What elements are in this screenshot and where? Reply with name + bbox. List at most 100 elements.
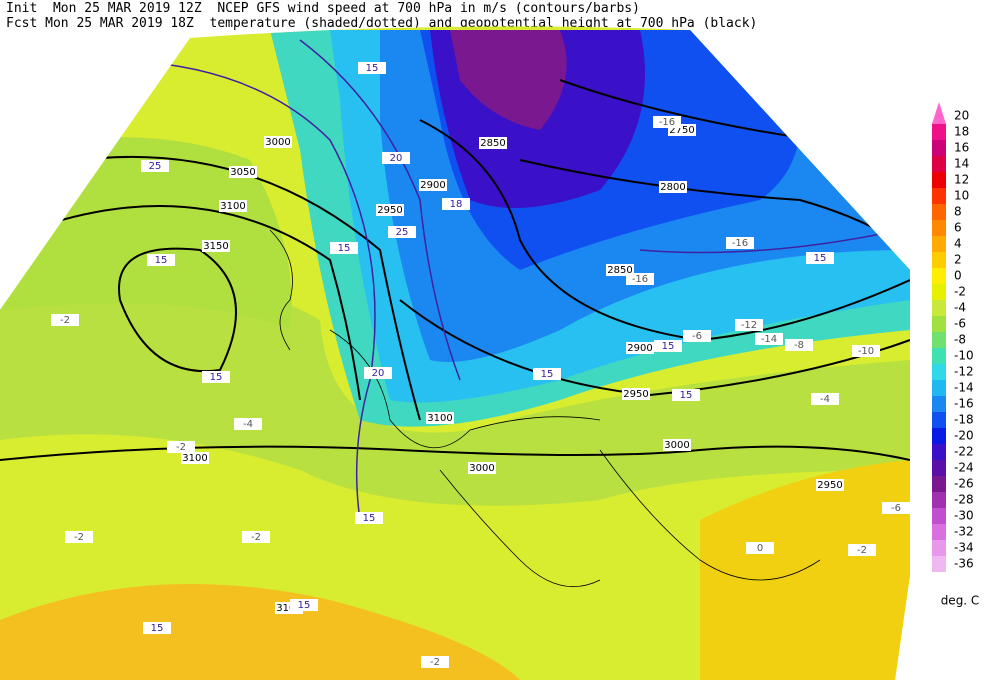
wind-label: 15 [541, 369, 554, 380]
colorbar-label: 6 [954, 221, 962, 235]
colorbar-swatch [932, 396, 946, 412]
temperature-label: -2 [430, 657, 440, 668]
colorbar-swatch [932, 300, 946, 316]
temperature-label: -2 [176, 442, 186, 453]
label-background [358, 62, 386, 74]
colorbar-label: -10 [954, 349, 974, 363]
height-label: 2850 [480, 138, 505, 149]
colorbar-label: 4 [954, 237, 962, 251]
label-background [388, 226, 416, 238]
label-background [726, 237, 754, 249]
label-background [659, 181, 687, 193]
label-background [442, 198, 470, 210]
label-background [626, 342, 654, 354]
colorbar-swatch [932, 508, 946, 524]
height-label: 2900 [627, 343, 652, 354]
colorbar-swatch [932, 284, 946, 300]
label-background [426, 412, 454, 424]
colorbar-swatch [932, 172, 946, 188]
height-label: 3000 [469, 463, 494, 474]
colorbar-swatch [932, 524, 946, 540]
colorbar-swatch [932, 268, 946, 284]
colorbar-label: 2 [954, 253, 962, 267]
label-background [143, 622, 171, 634]
label-background [242, 531, 270, 543]
height-label: 3000 [265, 137, 290, 148]
wind-label: 15 [680, 390, 693, 401]
colorbar-swatch [932, 332, 946, 348]
label-background [421, 656, 449, 668]
label-background [229, 166, 257, 178]
temperature-label: -6 [891, 503, 901, 514]
temperature-label: -4 [243, 419, 253, 430]
label-background [653, 116, 681, 128]
colorbar-swatch [932, 204, 946, 220]
colorbar-label: 16 [954, 141, 969, 155]
temperature-label: -6 [692, 331, 702, 342]
colorbar-swatch [932, 188, 946, 204]
label-background [376, 204, 404, 216]
colorbar-label: -16 [954, 397, 974, 411]
colorbar-swatch [932, 316, 946, 332]
colorbar-label: 10 [954, 189, 969, 203]
colorbar-swatch [932, 412, 946, 428]
label-background [147, 254, 175, 266]
temperature-label: -2 [74, 532, 84, 543]
colorbar-label: -36 [954, 557, 974, 571]
label-background [654, 340, 682, 352]
colorbar-swatch [932, 476, 946, 492]
label-background [468, 462, 496, 474]
colorbar-label: 12 [954, 173, 969, 187]
colorbar-label: -6 [954, 317, 966, 331]
wind-label: 15 [151, 623, 164, 634]
colorbar-swatch [932, 556, 946, 572]
colorbar-swatch [932, 348, 946, 364]
label-background [202, 371, 230, 383]
wind-label: 18 [450, 199, 463, 210]
colorbar-label: -18 [954, 413, 974, 427]
label-background [755, 333, 783, 345]
colorbar-label: -34 [954, 541, 974, 555]
label-background [848, 544, 876, 556]
label-background [672, 389, 700, 401]
colorbar-label: 8 [954, 205, 962, 219]
temperature-label: -8 [794, 340, 804, 351]
wind-label: 15 [210, 372, 223, 383]
colorbar-label: -32 [954, 525, 974, 539]
temperature-label: -4 [820, 394, 830, 405]
temperature-label: -16 [659, 117, 675, 128]
colorbar-label: -24 [954, 461, 974, 475]
wind-label: 15 [298, 600, 311, 611]
height-label: 2950 [817, 480, 842, 491]
wind-label: 15 [366, 63, 379, 74]
label-background [622, 388, 650, 400]
temperature-label: 0 [757, 543, 763, 554]
label-background [419, 179, 447, 191]
header-line: Init Mon 25 MAR 2019 12Z NCEP GFS wind s… [6, 1, 640, 16]
label-background [785, 339, 813, 351]
height-label: 3100 [182, 453, 207, 464]
height-label: 2750 [669, 125, 694, 136]
colorbar-swatch [932, 102, 946, 124]
label-background [533, 368, 561, 380]
colorbar-swatch [932, 140, 946, 156]
wind-label: 20 [390, 153, 403, 164]
label-background [746, 542, 774, 554]
label-background [181, 452, 209, 464]
label-background [330, 242, 358, 254]
label-background [290, 599, 318, 611]
label-background [816, 479, 844, 491]
colorbar-swatch [932, 428, 946, 444]
height-label: 2900 [420, 180, 445, 191]
height-label: 2800 [660, 182, 685, 193]
colorbar-unit: deg. C [941, 594, 980, 608]
label-background [882, 502, 910, 514]
colorbar-label: 14 [954, 157, 969, 171]
height-label: 2950 [377, 205, 402, 216]
colorbar-label: -20 [954, 429, 974, 443]
height-label: 3100 [427, 413, 452, 424]
colorbar-swatch [932, 220, 946, 236]
label-background [382, 152, 410, 164]
